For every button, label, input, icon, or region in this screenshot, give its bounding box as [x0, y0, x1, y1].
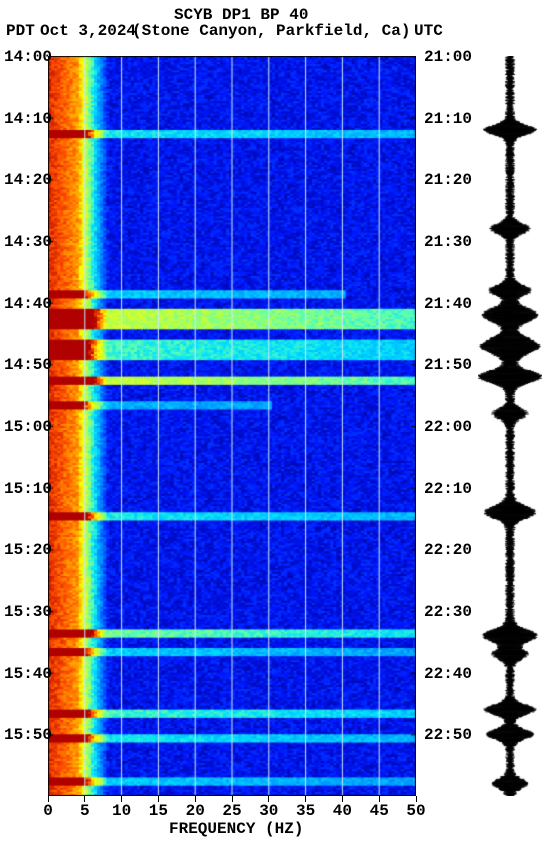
right-time-tick-label: 22:10 — [424, 480, 472, 498]
left-time-tick-label: 15:50 — [4, 726, 52, 744]
right-time-tick-label: 22:30 — [424, 603, 472, 621]
right-time-tick-label: 21:20 — [424, 171, 472, 189]
right-time-tick-label: 21:40 — [424, 295, 472, 313]
freq-tick-label: 10 — [112, 802, 131, 820]
left-time-tick-label: 14:00 — [4, 48, 52, 66]
freq-tick-label: 0 — [43, 802, 53, 820]
right-time-tick-label: 22:50 — [424, 726, 472, 744]
left-time-tick-label: 15:30 — [4, 603, 52, 621]
freq-tick-label: 15 — [149, 802, 168, 820]
right-time-tick-label: 22:40 — [424, 665, 472, 683]
freq-tick-label: 45 — [370, 802, 389, 820]
location-label: (Stone Canyon, Parkfield, Ca) — [132, 22, 410, 40]
freq-tick-label: 20 — [186, 802, 205, 820]
date-label: Oct 3,2024 — [40, 22, 136, 40]
frequency-axis-title: FREQUENCY (HZ) — [169, 820, 303, 838]
seismogram-waveform — [478, 56, 542, 796]
left-time-tick-label: 14:40 — [4, 295, 52, 313]
left-time-tick-label: 14:30 — [4, 233, 52, 251]
right-time-tick-label: 21:10 — [424, 110, 472, 128]
left-time-tick-label: 15:20 — [4, 541, 52, 559]
left-time-tick-label: 14:50 — [4, 356, 52, 374]
left-time-tick-label: 14:10 — [4, 110, 52, 128]
tz-right-label: UTC — [414, 22, 443, 40]
freq-tick-label: 5 — [80, 802, 90, 820]
freq-tick-label: 35 — [296, 802, 315, 820]
left-time-tick-label: 15:40 — [4, 665, 52, 683]
right-time-tick-label: 21:50 — [424, 356, 472, 374]
right-time-tick-label: 21:00 — [424, 48, 472, 66]
freq-tick-label: 25 — [222, 802, 241, 820]
freq-tick-label: 50 — [406, 802, 425, 820]
left-time-tick-label: 15:00 — [4, 418, 52, 436]
left-time-tick-label: 14:20 — [4, 171, 52, 189]
right-time-tick-label: 21:30 — [424, 233, 472, 251]
right-time-tick-label: 22:20 — [424, 541, 472, 559]
right-time-tick-label: 22:00 — [424, 418, 472, 436]
left-time-tick-label: 15:10 — [4, 480, 52, 498]
freq-tick-label: 40 — [333, 802, 352, 820]
spectrogram-heatmap — [48, 56, 416, 796]
freq-tick-label: 30 — [259, 802, 278, 820]
tz-left-label: PDT — [6, 22, 35, 40]
